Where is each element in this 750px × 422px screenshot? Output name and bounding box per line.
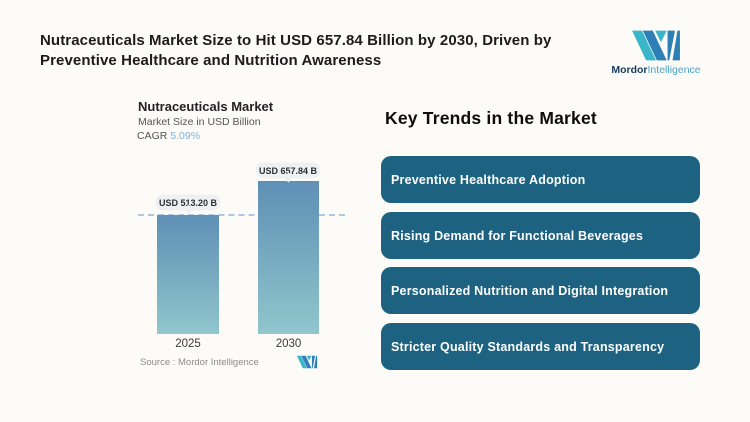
brand-logo: MordorIntelligence <box>608 29 704 76</box>
bar-2030 <box>258 181 319 334</box>
value-text-2030: USD 657.84 B <box>258 165 318 176</box>
chart-cagr: CAGR 5.09% <box>137 130 200 142</box>
cagr-label: CAGR <box>137 130 168 142</box>
brand-name-bold: Mordor <box>611 64 648 76</box>
value-text-2025: USD 513.20 B <box>158 197 218 208</box>
source-text: Source : Mordor Intelligence <box>140 357 259 368</box>
brand-name-light: Intelligence <box>647 64 701 76</box>
chart-subtitle: Market Size in USD Billion <box>138 116 261 128</box>
mordor-logo-mini-icon <box>296 355 318 369</box>
trends-heading: Key Trends in the Market <box>385 108 597 128</box>
cagr-value: 5.09% <box>170 130 201 142</box>
trend-item-personalized-nutrition: Personalized Nutrition and Digital Integ… <box>381 267 700 314</box>
value-label-2025: USD 513.20 B <box>156 195 220 215</box>
brand-name: MordorIntelligence <box>608 64 704 76</box>
bar-2025 <box>157 215 219 334</box>
value-label-2030: USD 657.84 B <box>256 163 320 183</box>
page-title: Nutraceuticals Market Size to Hit USD 65… <box>40 32 552 69</box>
trend-item-functional-beverages: Rising Demand for Functional Beverages <box>381 212 700 259</box>
chart-title: Nutraceuticals Market <box>138 99 274 114</box>
trend-item-quality-standards: Stricter Quality Standards and Transpare… <box>381 323 700 370</box>
x-axis-label-2025: 2025 <box>175 338 201 350</box>
trend-item-preventive-healthcare: Preventive Healthcare Adoption <box>381 156 700 203</box>
mordor-logo-icon <box>632 30 680 61</box>
reference-dashed-line <box>138 214 345 216</box>
x-axis-label-2030: 2030 <box>275 338 302 350</box>
